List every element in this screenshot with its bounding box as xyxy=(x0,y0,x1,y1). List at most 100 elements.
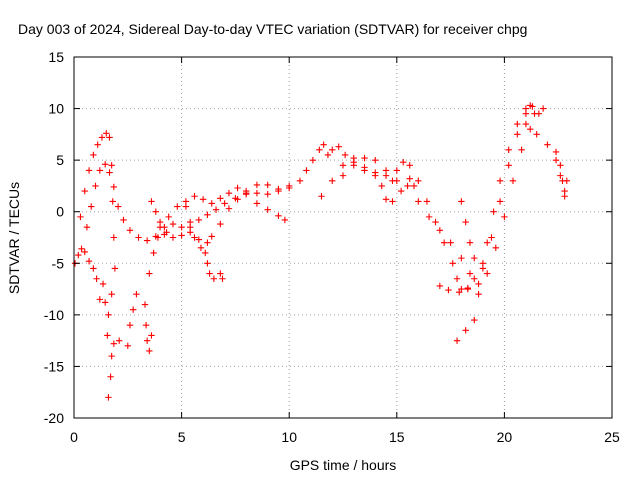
data-point xyxy=(204,211,211,219)
data-point xyxy=(404,182,411,190)
data-point xyxy=(232,195,239,202)
data-point xyxy=(471,275,478,282)
data-point xyxy=(492,244,499,252)
data-point xyxy=(518,146,525,154)
series-track-9 xyxy=(182,203,226,282)
data-point xyxy=(110,183,118,191)
data-point xyxy=(143,337,151,344)
series-track-6 xyxy=(141,301,155,355)
data-point xyxy=(488,234,495,241)
data-point xyxy=(447,239,454,246)
y-tick-label: 0 xyxy=(56,204,64,220)
data-point xyxy=(303,167,310,174)
series-track-13 xyxy=(339,162,418,205)
data-point xyxy=(557,162,564,169)
data-point xyxy=(191,193,198,200)
x-tick-label: 0 xyxy=(70,429,78,445)
data-point xyxy=(133,291,140,298)
data-point xyxy=(406,175,413,182)
series-track-12 xyxy=(318,103,536,293)
data-point xyxy=(341,151,349,159)
data-point xyxy=(505,162,512,169)
series-track-16 xyxy=(522,120,568,200)
data-point xyxy=(111,265,119,272)
data-point xyxy=(221,200,228,207)
data-point xyxy=(533,131,540,138)
data-point xyxy=(329,177,336,184)
data-point xyxy=(107,373,114,380)
data-point xyxy=(94,141,101,148)
data-point xyxy=(483,239,491,246)
data-point xyxy=(242,189,250,197)
data-point xyxy=(406,162,413,169)
data-point xyxy=(436,282,444,290)
data-point xyxy=(505,146,512,154)
data-point xyxy=(126,227,134,234)
data-point xyxy=(102,161,109,168)
data-point xyxy=(169,234,177,241)
x-tick-label: 5 xyxy=(178,429,186,445)
series-track-11 xyxy=(296,105,547,288)
y-axis-label: SDTVAR / TECUs xyxy=(6,182,22,294)
series-track-17 xyxy=(552,156,571,195)
data-point xyxy=(234,184,241,192)
data-point xyxy=(202,249,209,257)
data-point xyxy=(350,162,357,169)
data-point xyxy=(522,120,530,128)
data-point xyxy=(148,332,155,339)
data-point xyxy=(475,280,482,288)
data-point xyxy=(464,284,472,292)
data-point xyxy=(92,182,99,190)
data-point xyxy=(129,306,137,313)
data-point xyxy=(99,280,107,288)
data-point xyxy=(225,205,233,212)
data-point xyxy=(204,239,211,246)
data-point xyxy=(522,105,530,112)
data-point xyxy=(85,258,93,265)
data-point xyxy=(453,275,461,282)
data-point xyxy=(98,134,106,141)
data-point xyxy=(199,196,207,203)
data-point xyxy=(106,169,113,176)
x-tick-label: 25 xyxy=(604,429,620,445)
data-point xyxy=(165,213,172,221)
data-point xyxy=(96,167,104,174)
series-track-14 xyxy=(436,282,472,296)
data-point xyxy=(475,291,482,298)
data-point xyxy=(539,105,547,112)
data-point xyxy=(83,223,91,231)
data-point xyxy=(514,131,521,138)
data-point xyxy=(552,148,560,156)
data-point xyxy=(378,182,385,190)
data-point xyxy=(449,260,456,267)
data-point xyxy=(318,193,325,200)
data-point xyxy=(77,213,84,221)
data-point xyxy=(324,151,332,159)
data-point xyxy=(106,134,113,141)
data-point xyxy=(90,265,97,272)
data-point xyxy=(382,196,390,203)
series-track-4 xyxy=(105,337,123,401)
data-point xyxy=(514,120,521,128)
grid-lines xyxy=(74,57,612,418)
data-point xyxy=(389,177,396,184)
data-point xyxy=(120,216,127,224)
series-track-3 xyxy=(83,161,168,244)
data-point xyxy=(563,177,571,184)
data-point xyxy=(339,172,347,179)
data-point xyxy=(78,245,85,253)
data-point xyxy=(146,270,153,277)
data-point xyxy=(156,223,164,231)
data-point xyxy=(169,220,177,228)
data-point xyxy=(275,187,282,195)
data-point xyxy=(264,190,271,198)
data-point xyxy=(479,265,487,272)
data-point xyxy=(197,244,205,252)
data-point xyxy=(462,327,469,334)
data-point xyxy=(105,311,112,319)
data-point xyxy=(108,291,115,298)
data-point xyxy=(163,229,170,236)
data-point xyxy=(471,316,478,324)
data-point xyxy=(217,220,224,228)
